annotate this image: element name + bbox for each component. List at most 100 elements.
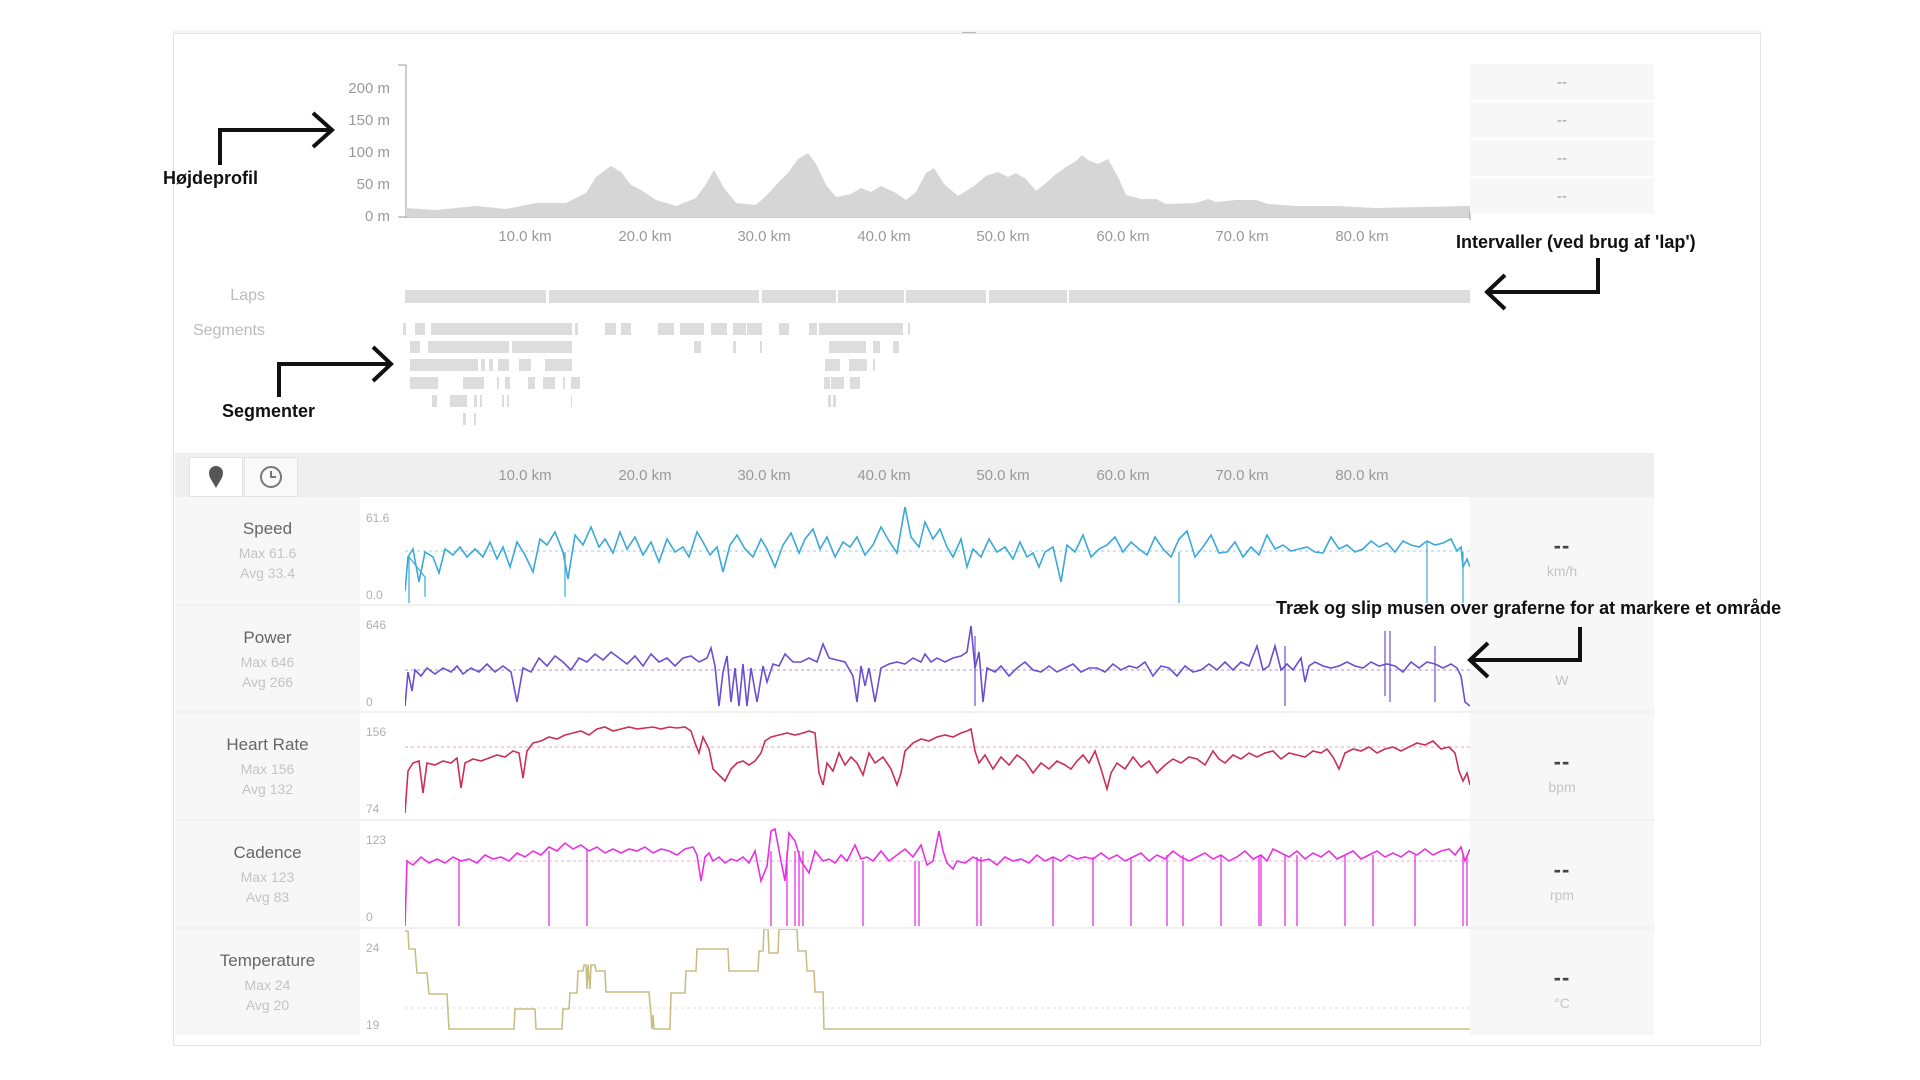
segment-bar[interactable] [733, 323, 746, 335]
x-tick: 70.0 km [1215, 228, 1269, 245]
cadence-chart[interactable] [405, 821, 1470, 927]
lap-bar[interactable] [989, 290, 1067, 303]
y-tick: 0 m [364, 208, 390, 225]
segment-bar[interactable] [658, 323, 674, 335]
segment-bar[interactable] [415, 323, 425, 335]
distance-axis-button[interactable] [189, 457, 243, 497]
metric-max: Max 61.6 [238, 545, 297, 561]
segment-bar[interactable] [825, 359, 840, 371]
lap-bar[interactable] [1069, 290, 1470, 303]
segment-bar[interactable] [873, 341, 880, 353]
segment-bar[interactable] [605, 323, 616, 335]
segment-bar[interactable] [512, 341, 572, 353]
heart-rate-chart[interactable] [405, 713, 1470, 819]
segment-bar[interactable] [474, 395, 477, 407]
segment-bar[interactable] [680, 323, 704, 335]
segment-bar[interactable] [410, 341, 420, 353]
segment-bar[interactable] [480, 395, 482, 407]
segment-bar[interactable] [403, 323, 406, 335]
power-label-panel: Power Max 646 Avg 266 [175, 606, 360, 711]
segment-bar[interactable] [481, 359, 485, 371]
lap-bar[interactable] [838, 290, 904, 303]
segment-bar[interactable] [410, 377, 438, 389]
segment-bar[interactable] [543, 377, 555, 389]
metric-value: -- [1553, 857, 1571, 882]
elevation-plot[interactable] [396, 60, 1476, 230]
y-tick: 100 m [348, 144, 390, 161]
elevation-stat: -- [1470, 102, 1654, 138]
segment-bar[interactable] [819, 323, 903, 335]
temperature-chart[interactable] [405, 929, 1470, 1035]
lap-bar[interactable] [549, 290, 759, 303]
y-max-label: 24 [366, 941, 380, 955]
time-axis-button[interactable] [244, 457, 298, 497]
segment-bar[interactable] [908, 323, 910, 335]
annotation-laps: Intervaller (ved brug af 'lap') [1456, 232, 1696, 252]
y-tick: 200 m [348, 80, 390, 97]
metric-unit: km/h [1546, 563, 1578, 579]
segment-bar[interactable] [733, 341, 736, 353]
segment-bar[interactable] [571, 377, 580, 389]
segment-bar[interactable] [893, 341, 899, 353]
segment-bar[interactable] [507, 395, 509, 407]
segment-bar[interactable] [432, 395, 437, 407]
lap-bar[interactable] [762, 290, 836, 303]
power-chart[interactable] [405, 606, 1470, 711]
segment-bar[interactable] [824, 377, 830, 389]
segment-bar[interactable] [694, 341, 701, 353]
segment-bar[interactable] [502, 395, 504, 407]
y-max-label: 646 [366, 618, 387, 632]
segment-bar[interactable] [711, 323, 727, 335]
segment-bar[interactable] [809, 323, 817, 335]
row-divider [175, 927, 1654, 929]
segment-bar[interactable] [571, 395, 572, 407]
speed-chart[interactable] [405, 497, 1470, 604]
segment-bar[interactable] [474, 413, 476, 425]
metric-avg: Avg 20 [245, 997, 290, 1013]
clock-icon [260, 466, 282, 488]
segment-bar[interactable] [519, 359, 531, 371]
x-tick: 30.0 km [737, 467, 791, 484]
segment-bar[interactable] [463, 413, 466, 425]
y-min-label: 0.0 [366, 588, 383, 602]
segment-bar[interactable] [431, 323, 572, 335]
segment-bar[interactable] [563, 377, 565, 389]
x-tick: 50.0 km [976, 467, 1030, 484]
segment-bar[interactable] [850, 377, 860, 389]
annotation-segments: Segmenter [222, 401, 316, 421]
metric-avg: Avg 83 [245, 889, 290, 905]
segment-bar[interactable] [873, 359, 875, 371]
metric-name: Cadence [233, 843, 302, 862]
segment-bar[interactable] [831, 377, 844, 389]
metric-value: -- [1553, 533, 1571, 558]
segment-bar[interactable] [497, 377, 499, 389]
speed-value-panel: -- km/h [1470, 497, 1654, 604]
y-min-label: 19 [366, 1018, 380, 1032]
segment-bar[interactable] [489, 359, 493, 371]
segment-bar[interactable] [849, 359, 867, 371]
y-max-label: 61.6 [366, 511, 390, 525]
segment-bar[interactable] [528, 377, 535, 389]
segment-bar[interactable] [575, 323, 578, 335]
segment-bar[interactable] [428, 341, 509, 353]
segment-bar[interactable] [463, 377, 484, 389]
segment-bar[interactable] [779, 323, 789, 335]
segment-bar[interactable] [498, 359, 509, 371]
segment-bar[interactable] [760, 341, 762, 353]
x-tick: 60.0 km [1096, 228, 1150, 245]
segment-bar[interactable] [621, 323, 631, 335]
cadence-label-panel: Cadence Max 123 Avg 83 [175, 821, 360, 927]
segment-bar[interactable] [505, 377, 510, 389]
segment-bar[interactable] [450, 395, 467, 407]
segment-bar[interactable] [829, 341, 866, 353]
segment-bar[interactable] [545, 359, 572, 371]
segment-bar[interactable] [833, 395, 836, 407]
segment-bar[interactable] [828, 395, 831, 407]
segment-bar[interactable] [410, 359, 478, 371]
lap-bar[interactable] [906, 290, 986, 303]
x-tick: 10.0 km [498, 228, 552, 245]
segment-bar[interactable] [747, 323, 762, 335]
x-tick: 80.0 km [1335, 467, 1389, 484]
lap-bar[interactable] [405, 290, 546, 303]
